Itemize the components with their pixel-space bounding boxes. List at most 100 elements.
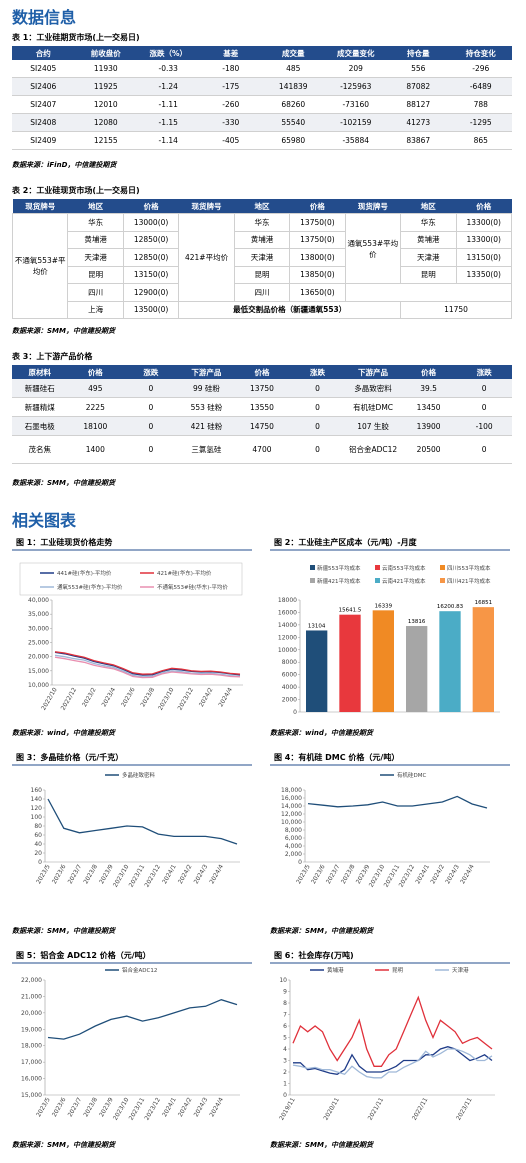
y-tick-label: 0 bbox=[38, 859, 42, 866]
header-row: 合约 前收盘价 涨跌（%） 基差 成交量 成交量变化 持仓量 持仓变化 bbox=[12, 46, 512, 60]
cell: 0 bbox=[289, 379, 346, 398]
legend-label: 四川421平均成本 bbox=[447, 577, 491, 585]
cell: 55540 bbox=[262, 113, 325, 132]
y-tick-label: 20,000 bbox=[21, 1010, 42, 1017]
row: SI2407 12010 -1.11 -260 68260 -73160 88127 788 bbox=[12, 95, 512, 114]
y-tick-label: 4,000 bbox=[285, 843, 302, 850]
x-tick-label: 2024/4 bbox=[208, 1096, 225, 1118]
cell: 209 bbox=[324, 60, 387, 78]
y-tick-label: 40,000 bbox=[28, 597, 49, 604]
cell: -6489 bbox=[449, 77, 512, 96]
cell: 12850(0) bbox=[122, 248, 180, 267]
y-tick-label: 14000 bbox=[278, 622, 297, 629]
y-tick-label: 100 bbox=[31, 814, 43, 821]
y-tick-label: 8,000 bbox=[285, 827, 302, 834]
cell: 1400 bbox=[67, 435, 124, 464]
bar bbox=[406, 626, 428, 712]
legend-swatch bbox=[310, 565, 315, 570]
price-table: 原材料 价格 涨跌 下游产品 价格 涨跌 下游产品 价格 涨跌 新疆硅石 495 0 99 硅粉 1375… bbox=[12, 365, 512, 464]
row: SI2408 12080 -1.15 -330 55540 -102159 41273 -12… bbox=[12, 113, 512, 132]
line bbox=[47, 798, 238, 845]
y-tick-label: 18,000 bbox=[21, 1043, 42, 1050]
cell: 13900 bbox=[400, 416, 457, 436]
column-header: 现货牌号 bbox=[178, 199, 235, 214]
y-tick-label: 8 bbox=[283, 1000, 287, 1007]
cell: 13750 bbox=[234, 379, 290, 398]
source: 数据来源：SMM，中信建投期货 bbox=[270, 926, 375, 935]
cell: 华东 bbox=[67, 213, 124, 232]
cell: -102159 bbox=[324, 113, 387, 132]
x-tick-label: 2023/11 bbox=[455, 1096, 474, 1121]
cell: 13000(0) bbox=[122, 213, 180, 232]
cell: 黄埔港 bbox=[400, 230, 457, 249]
cell: 0 bbox=[123, 416, 179, 436]
x-tick-label: 2024/1 bbox=[161, 1096, 178, 1118]
y-tick-label: 21,000 bbox=[21, 993, 42, 1000]
cell: 有机硅DMC bbox=[345, 397, 401, 417]
y-tick-label: 35,000 bbox=[28, 611, 49, 618]
cell: 495 bbox=[67, 379, 124, 398]
cell: 11925 bbox=[74, 77, 137, 96]
cell: 39.5 bbox=[400, 379, 457, 398]
line bbox=[307, 795, 488, 809]
line bbox=[293, 1046, 493, 1075]
cell: 13650(0) bbox=[289, 283, 346, 302]
legend-label: 有机硅DMC bbox=[397, 771, 426, 779]
cell: 865 bbox=[449, 131, 512, 150]
y-tick-label: 80 bbox=[34, 823, 42, 830]
source: 数据来源：SMM，中信建投期货 bbox=[12, 479, 115, 487]
cell: 石墨电极 bbox=[12, 416, 68, 436]
cell: 天津港 bbox=[400, 248, 457, 267]
y-tick-label: 25,000 bbox=[28, 640, 49, 647]
cell: 13500(0) bbox=[122, 300, 180, 319]
x-tick-label: 2023/8 bbox=[82, 1096, 99, 1118]
x-tick-label: 2024/4 bbox=[459, 863, 476, 885]
x-tick-label: 2019/11 bbox=[278, 1096, 297, 1121]
y-tick-label: 7 bbox=[283, 1012, 287, 1019]
data-label: 13104 bbox=[308, 623, 326, 629]
cell: 107 生胶 bbox=[345, 416, 401, 436]
y-tick-label: 18000 bbox=[278, 597, 297, 604]
y-tick-label: 22,000 bbox=[21, 977, 42, 984]
cell: 18100 bbox=[67, 416, 124, 436]
cell: SI2408 bbox=[12, 113, 75, 132]
cell: SI2406 bbox=[12, 77, 75, 96]
legend-frame bbox=[19, 562, 243, 596]
table-title: 表 3：上下游产品价格 bbox=[12, 352, 93, 361]
cell: 99 硅粉 bbox=[178, 379, 235, 398]
cell: 0 bbox=[289, 435, 346, 464]
x-tick-label: 2023/8 bbox=[82, 863, 99, 885]
column-header: 地区 bbox=[67, 199, 124, 214]
y-tick-label: 2000 bbox=[282, 697, 297, 704]
spot-table: 现货牌号 地区 价格 现货牌号 地区 价格 现货牌号 地区 价格 不通氧553#平均价 华东 130… bbox=[11, 199, 513, 319]
cell: 三氯氢硅 bbox=[178, 435, 235, 464]
y-tick-label: 9 bbox=[283, 989, 287, 996]
cell: 天津港 bbox=[67, 248, 124, 267]
cell: 0 bbox=[456, 435, 512, 464]
y-tick-label: 17,000 bbox=[21, 1059, 42, 1066]
column-header: 前收盘价 bbox=[74, 46, 137, 60]
cell: 13150(0) bbox=[122, 265, 180, 284]
cell: 华东 bbox=[400, 213, 457, 232]
legend-label: 四川553平均成本 bbox=[447, 564, 491, 572]
cell: 556 bbox=[387, 60, 450, 78]
cell: 不通氧553#平均价 bbox=[11, 213, 69, 319]
x-tick-label: 2020/11 bbox=[322, 1096, 341, 1121]
cell: 铝合金ADC12 bbox=[345, 435, 401, 464]
cell: 黄埔港 bbox=[67, 230, 124, 249]
y-tick-label: 160 bbox=[31, 787, 43, 794]
cell: 12080 bbox=[74, 113, 137, 132]
cell: 13300(0) bbox=[455, 230, 512, 249]
legend-label: 新疆553平均成本 bbox=[317, 564, 361, 572]
cell: 553 硅粉 bbox=[178, 397, 235, 417]
cell: 13350(0) bbox=[455, 265, 512, 284]
y-tick-label: 15,000 bbox=[28, 668, 49, 675]
legend-label: 昆明 bbox=[392, 967, 404, 974]
legend-label: 421#硅(华东)-平均价 bbox=[157, 569, 212, 577]
legend-swatch bbox=[310, 578, 315, 583]
cell: 0 bbox=[123, 397, 179, 417]
cell: 昆明 bbox=[67, 265, 124, 284]
x-tick-label: 2024/2 bbox=[198, 686, 215, 708]
x-tick-label: 2024/4 bbox=[217, 686, 234, 708]
